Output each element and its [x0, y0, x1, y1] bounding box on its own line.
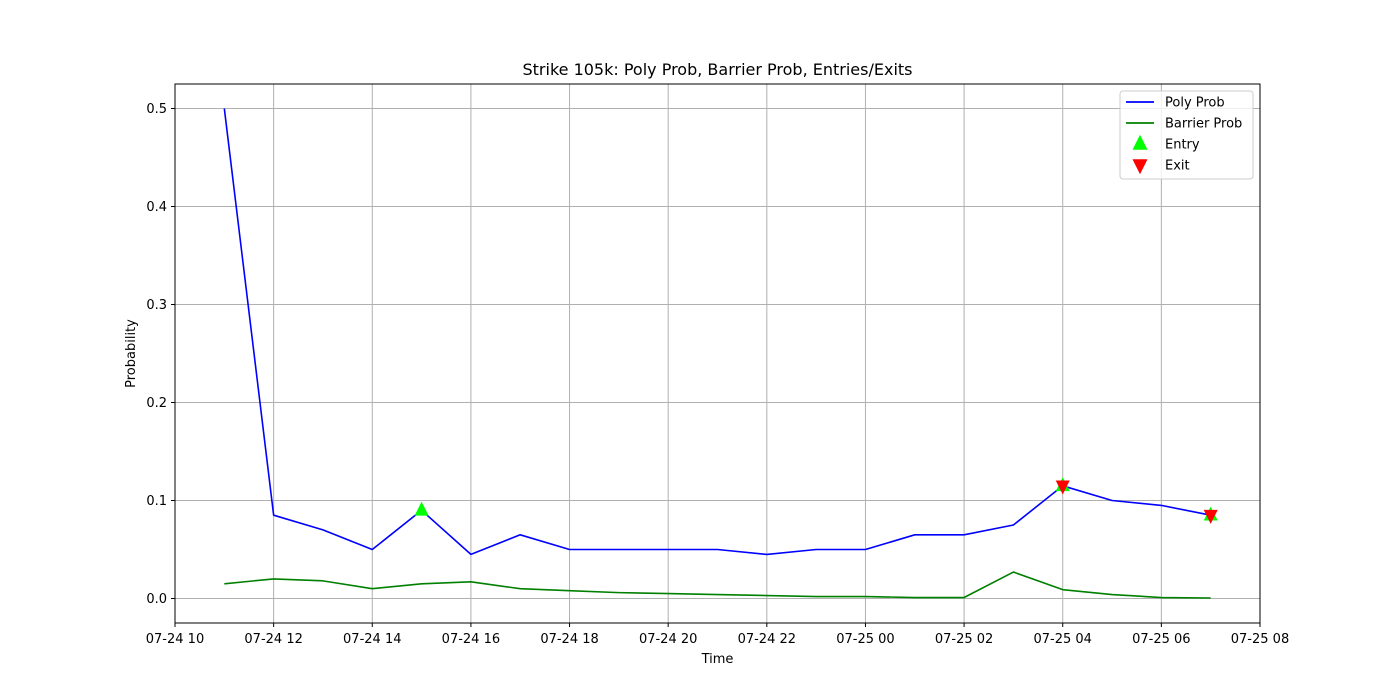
- exit-marker: [1055, 480, 1070, 495]
- x-tick-label: 07-24 14: [343, 632, 401, 647]
- series-layer: [223, 108, 1211, 599]
- y-axis-ticks: 0.0 0.1 0.2 0.3 0.4 0.5: [146, 102, 175, 607]
- x-tick-label: 07-24 16: [442, 632, 500, 647]
- y-tick-label: 0.0: [146, 592, 167, 607]
- x-tick-label: 07-25 08: [1231, 632, 1289, 647]
- legend-label-entry: Entry: [1165, 138, 1200, 153]
- legend-label-barrier-prob: Barrier Prob: [1165, 117, 1242, 132]
- x-tick-label: 07-24 22: [738, 632, 796, 647]
- chart-title: Strike 105k: Poly Prob, Barrier Prob, En…: [522, 60, 912, 79]
- legend-swatch-exit: [1132, 159, 1148, 175]
- legend-box: [1119, 90, 1254, 180]
- series-line-barrier-prob: [224, 571, 1211, 599]
- legend-label-exit: Exit: [1165, 159, 1190, 174]
- plot-frame: [174, 83, 1261, 624]
- grid: [174, 84, 1261, 623]
- y-tick-label: 0.2: [146, 396, 167, 411]
- y-tick-label: 0.3: [146, 298, 167, 313]
- legend-swatch-entry: [1132, 134, 1148, 150]
- x-tick-label: 07-25 04: [1034, 632, 1092, 647]
- legend-label-poly-prob: Poly Prob: [1165, 96, 1225, 111]
- x-axis-title: Time: [701, 652, 734, 667]
- y-tick-label: 0.4: [146, 200, 167, 215]
- exit-marker: [1203, 509, 1218, 524]
- y-tick-label: 0.5: [146, 102, 167, 117]
- x-tick-label: 07-25 06: [1132, 632, 1190, 647]
- entry-marker: [414, 501, 429, 516]
- legend: Poly Prob Barrier Prob Entry Exit: [1119, 90, 1254, 180]
- x-tick-label: 07-25 00: [836, 632, 894, 647]
- x-axis-ticks: 07-24 10 07-24 12 07-24 14 07-24 16 07-24 18…: [146, 623, 1289, 647]
- marker-layer: [414, 477, 1218, 524]
- y-axis-title: Probability: [124, 319, 139, 388]
- y-tick-label: 0.1: [146, 494, 167, 509]
- series-line-poly-prob: [223, 108, 1211, 556]
- x-tick-label: 07-24 10: [146, 632, 204, 647]
- x-tick-label: 07-25 02: [935, 632, 993, 647]
- x-tick-label: 07-24 18: [540, 632, 598, 647]
- x-tick-label: 07-24 12: [244, 632, 302, 647]
- x-tick-label: 07-24 20: [639, 632, 697, 647]
